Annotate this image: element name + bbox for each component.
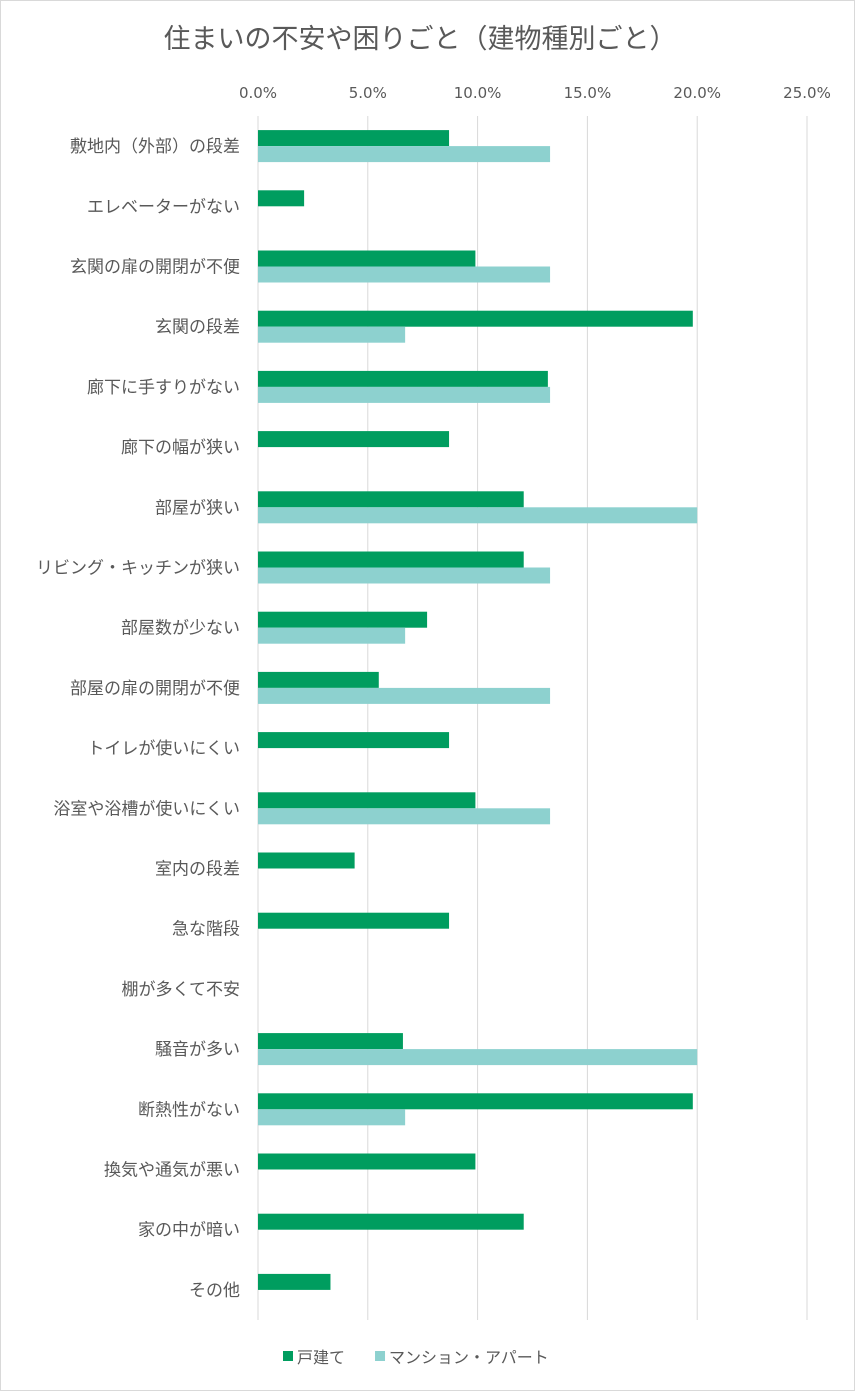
category-label: 部屋の扉の開閉が不便 (70, 679, 240, 699)
chart-title: 住まいの不安や困りごと（建物種別ごと） (164, 24, 677, 55)
category-label: 騒音が多い (155, 1040, 240, 1060)
category-labels: 敷地内（外部）の段差エレベーターがない玄関の扉の開閉が不便玄関の段差廊下に手すり… (36, 137, 240, 1301)
bar-detached-house (258, 551, 524, 568)
bar-detached-house (258, 1273, 331, 1290)
legend-label: マンション・アパート (389, 1348, 549, 1367)
category-label: 断熱性がない (138, 1100, 240, 1120)
category-label: その他 (189, 1281, 240, 1301)
bar-apartment (258, 326, 406, 343)
x-tick-label: 15.0% (564, 84, 612, 102)
bar-detached-house (258, 130, 450, 147)
bar-detached-house (258, 190, 305, 207)
x-tick-label: 25.0% (783, 84, 831, 102)
category-label: リビング・キッチンが狭い (36, 559, 240, 579)
bar-apartment (258, 507, 698, 524)
category-label: 部屋数が少ない (121, 619, 240, 639)
bar-detached-house (258, 732, 450, 749)
category-label: 部屋が狭い (155, 498, 240, 518)
legend: 戸建て マンション・アパート (283, 1348, 549, 1367)
bar-detached-house (258, 611, 428, 628)
x-tick-label: 10.0% (454, 84, 502, 102)
category-label: 廊下の幅が狭い (121, 438, 240, 458)
legend-swatch (283, 1351, 293, 1361)
bar-detached-house (258, 491, 524, 508)
category-label: 室内の段差 (155, 860, 240, 880)
bar-detached-house (258, 1153, 476, 1170)
category-label: 浴室や浴槽が使いにくい (53, 798, 240, 819)
bar-apartment (258, 1109, 406, 1126)
category-label: 廊下に手すりがない (87, 378, 240, 398)
bar-detached-house (258, 852, 355, 869)
category-label: 急な階段 (172, 920, 240, 940)
bar-detached-house (258, 250, 476, 267)
bar-detached-house (258, 1213, 524, 1230)
bar-detached-house (258, 671, 379, 688)
bar-detached-house (258, 310, 693, 327)
x-tick-label: 5.0% (349, 84, 387, 102)
bar-apartment (258, 687, 551, 704)
category-label: 敷地内（外部）の段差 (70, 137, 240, 157)
category-label: トイレが使いにくい (87, 738, 240, 759)
bar-apartment (258, 808, 551, 825)
x-tick-label: 0.0% (239, 84, 277, 102)
x-axis-ticks: 0.0% 5.0% 10.0% 15.0% 20.0% 25.0% (239, 84, 831, 102)
bar-apartment (258, 266, 551, 283)
legend-swatch (375, 1351, 386, 1361)
legend-label: 戸建て (297, 1348, 345, 1367)
gridlines (257, 116, 808, 1320)
x-tick-label: 20.0% (673, 84, 721, 102)
bar-detached-house (258, 431, 450, 448)
category-label: 家の中が暗い (138, 1221, 240, 1241)
bar-apartment (258, 627, 406, 644)
bars (258, 130, 698, 1290)
bar-detached-house (258, 370, 548, 387)
category-label: 換気や通気が悪い (104, 1161, 240, 1181)
bar-detached-house (258, 1093, 693, 1110)
bar-detached-house (258, 792, 476, 809)
bar-apartment (258, 1049, 698, 1066)
bar-detached-house (258, 912, 450, 929)
bar-apartment (258, 386, 551, 403)
category-label: 棚が多くて不安 (122, 980, 241, 1000)
bar-apartment (258, 146, 551, 163)
bar-detached-house (258, 1033, 403, 1050)
category-label: エレベーターがない (87, 197, 240, 217)
category-label: 玄関の段差 (155, 318, 240, 338)
category-label: 玄関の扉の開閉が不便 (70, 258, 240, 278)
bar-apartment (258, 567, 551, 584)
